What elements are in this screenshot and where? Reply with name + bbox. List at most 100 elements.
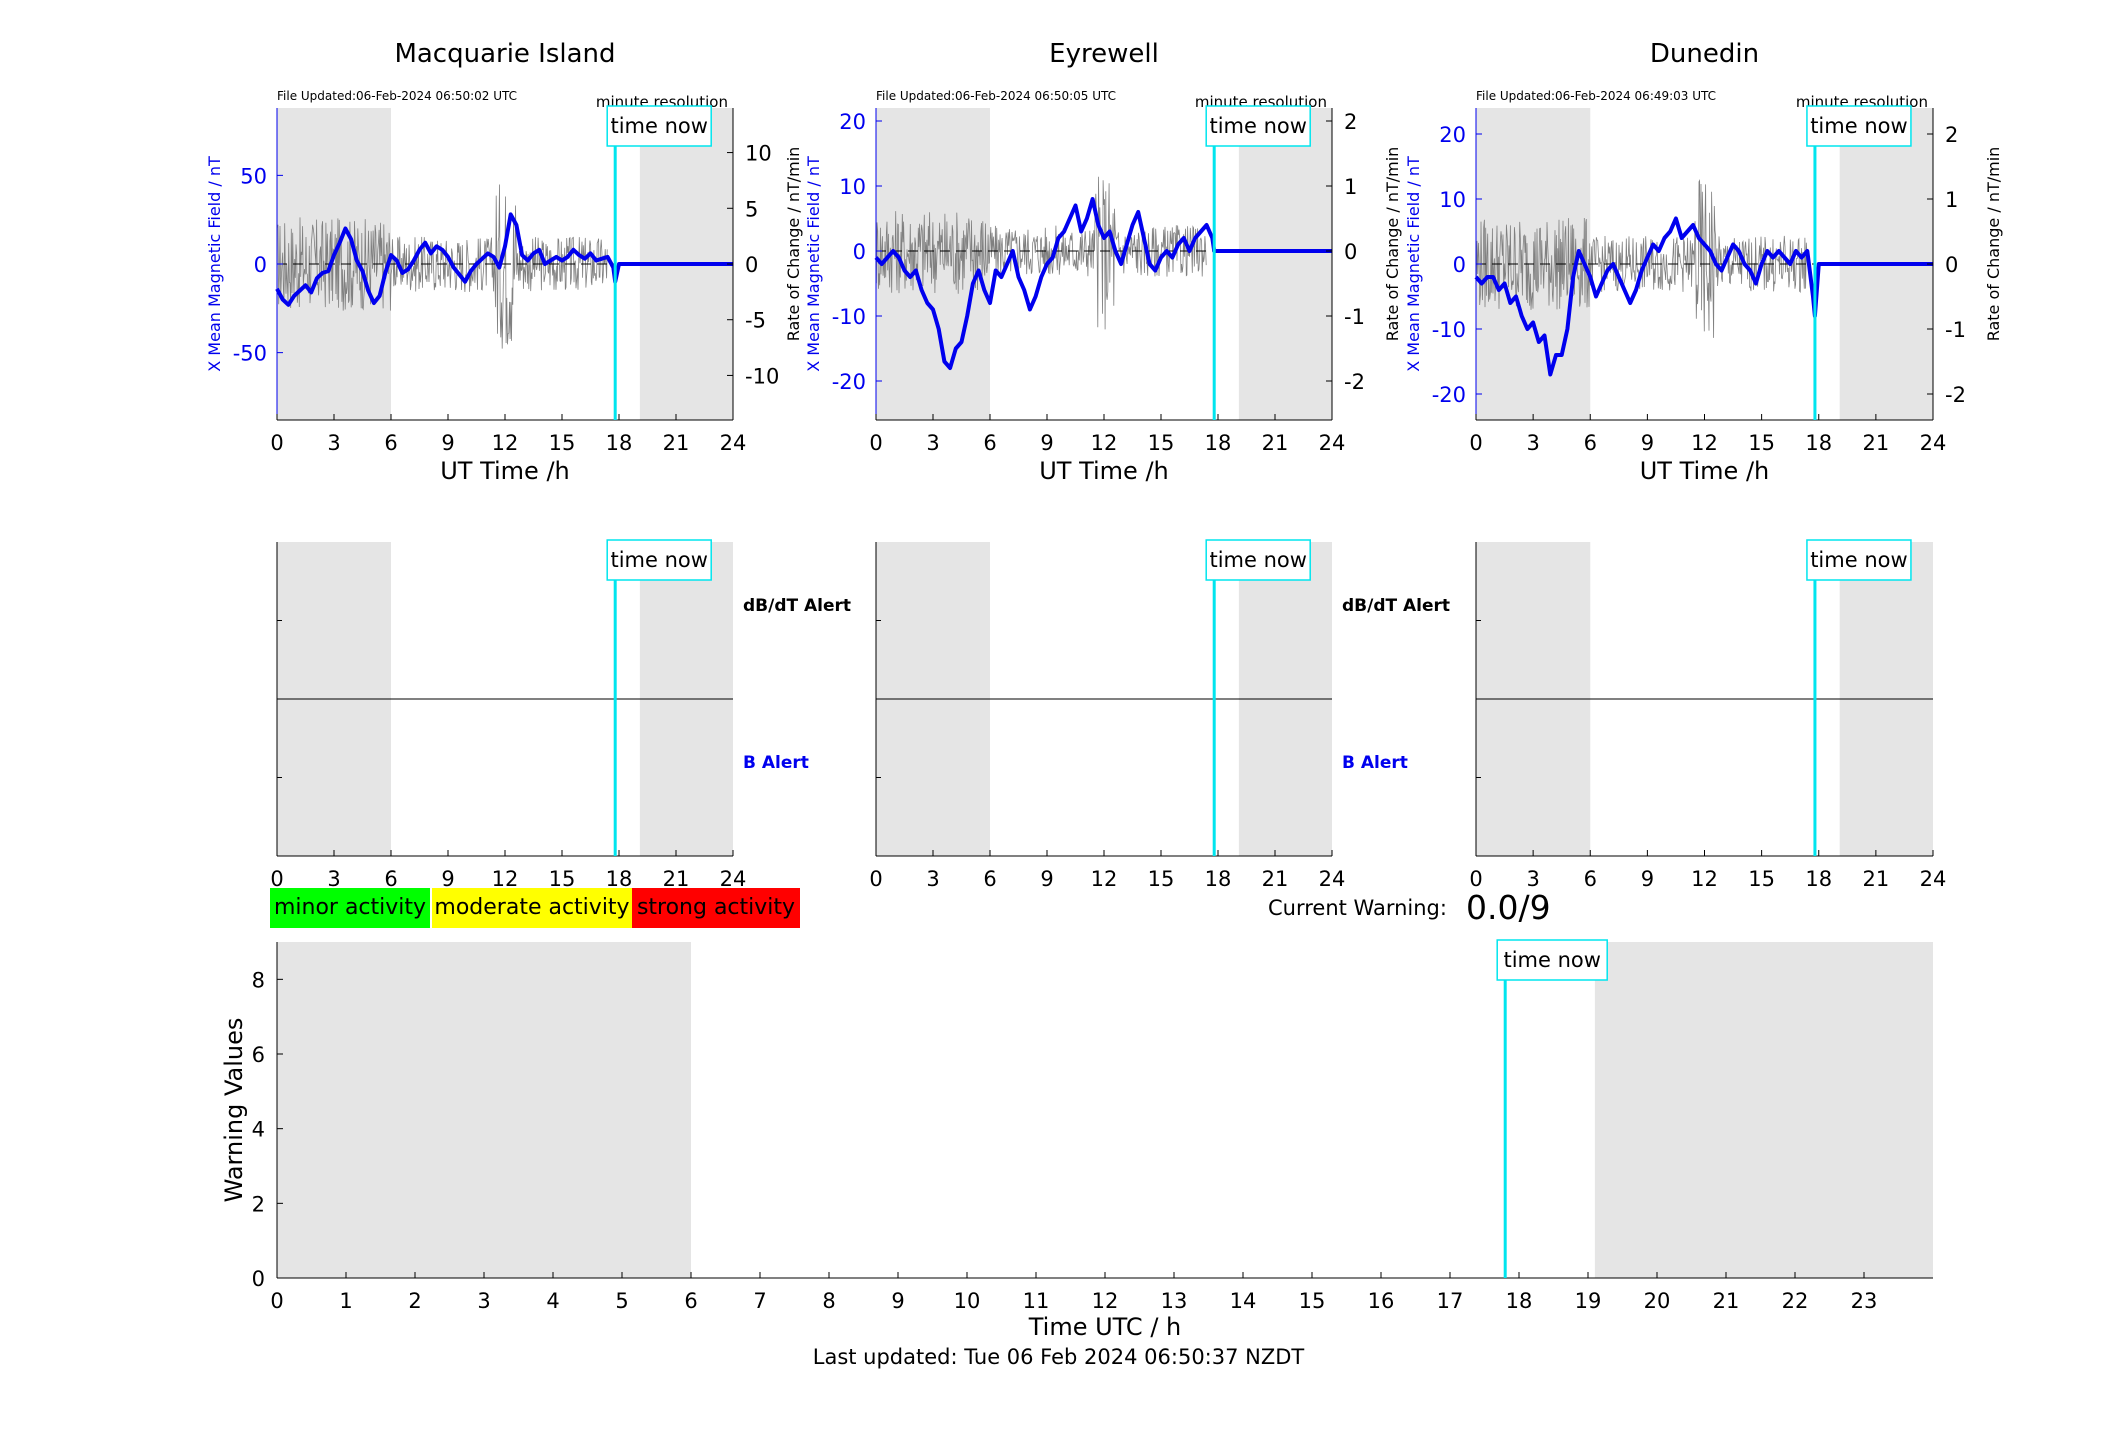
alert-panel-2-x-tick-label: 21 <box>1262 867 1289 891</box>
alert-panel-1-b-alert-label: B Alert <box>743 753 809 773</box>
magnetic-panel-1-magnetic-line <box>275 212 733 307</box>
alert-panel-3-x-tick-label: 21 <box>1863 867 1890 891</box>
magnetic-panel-1-x-tick-label: 15 <box>549 431 576 455</box>
alert-panel-2-x-tick-label: 0 <box>869 867 882 891</box>
magnetic-panel-3-y2-axis-label: Rate of Change / nT/min <box>1984 147 2003 342</box>
alert-panel-3-x-tick-label: 6 <box>1584 867 1597 891</box>
warning-panel-time-now-label: time now <box>1503 948 1600 972</box>
alert-panel-3-x-tick-label: 24 <box>1920 867 1947 891</box>
magnetic-panel-1-x-tick-label: 12 <box>492 431 519 455</box>
magnetic-panel-3-x-tick-label: 0 <box>1469 431 1482 455</box>
magnetic-panel-3-time-now-box <box>1806 105 1912 147</box>
alert-panel-1-x-tick-label: 21 <box>663 867 690 891</box>
magnetic-panel-3-y2-tick-label: 2 <box>1945 123 1958 147</box>
warning-panel-y-tick-label: 8 <box>252 968 265 992</box>
magnetic-panel-3-x-tick-label: 9 <box>1641 431 1654 455</box>
magnetic-panel-3-x-tick-label: 6 <box>1584 431 1597 455</box>
magnetic-panel-1-x-tick-label: 3 <box>327 431 340 455</box>
magnetic-panel-3-x-tick-label: 18 <box>1805 431 1832 455</box>
warning-panel-x-tick-label: 7 <box>753 1289 766 1313</box>
magnetic-panel-3-magnetic-line <box>1474 216 1933 377</box>
magnetic-panel-2-y-axis-label: X Mean Magnetic Field / nT <box>804 156 823 372</box>
alert-panel-2-x-tick-label: 24 <box>1319 867 1346 891</box>
warning-panel-x-tick-label: 20 <box>1644 1289 1671 1313</box>
magnetic-panel-1-x-tick-label: 21 <box>663 431 690 455</box>
magnetic-panel-2-x-tick-label: 9 <box>1040 431 1053 455</box>
magnetic-panel-3-y2-tick-label: -2 <box>1945 383 1966 407</box>
magnetic-panel-1-y2-tick-label: -10 <box>745 364 779 388</box>
alert-panel-3: 0 3 6 9 12 15 18 21 24 time now <box>1469 539 1947 891</box>
warning-panel-x-tick-label: 13 <box>1161 1289 1188 1313</box>
magnetic-panel-2-x-axis-label: UT Time /h <box>1039 457 1169 485</box>
magnetic-panel-2-title: Eyrewell <box>1049 39 1159 69</box>
magnetic-panel-2-y2-axis-label: Rate of Change / nT/min <box>1383 147 1402 342</box>
magnetic-panel-2-y-tick-label: -10 <box>832 305 866 329</box>
alert-panel-2-b-alert-label: B Alert <box>1342 753 1408 773</box>
alert-panel-3-time-now-label: time now <box>1810 548 1907 572</box>
warning-panel-x-tick-label: 0 <box>270 1289 283 1313</box>
magnetic-panel-2-y2-tick-label: 0 <box>1344 240 1357 264</box>
alert-panel-2-time-now-box <box>1205 539 1311 581</box>
magnetic-panel-3-x-axis-label: UT Time /h <box>1640 457 1770 485</box>
alert-panel-2-dbdt-alert-label: dB/dT Alert <box>1342 596 1450 616</box>
alert-panel-1-x-tick-label: 9 <box>441 867 454 891</box>
warning-panel-x-tick-label: 15 <box>1299 1289 1326 1313</box>
magnetic-panel-2-y2-tick-label: -1 <box>1344 305 1365 329</box>
alert-panel-1-x-tick-label: 6 <box>384 867 397 891</box>
magnetic-panel-1: Macquarie Island File Updated:06-Feb-2024… <box>205 39 803 485</box>
magnetic-panel-1-y-tick-label: -50 <box>233 342 267 366</box>
current-warning-label: Current Warning: <box>1268 896 1447 920</box>
warning-panel-x-tick-label: 18 <box>1506 1289 1533 1313</box>
warning-panel-x-axis-label: Time UTC / h <box>1028 1313 1182 1341</box>
magnetic-panel-1-file-updated: File Updated:06-Feb-2024 06:50:02 UTC <box>277 89 517 103</box>
magnetic-panel-1-y2-tick-label: -5 <box>745 309 766 333</box>
alert-panel-2: dB/dT Alert B Alert 0 3 6 9 12 15 18 21 24 time now <box>869 539 1450 891</box>
magnetic-panel-3-file-updated: File Updated:06-Feb-2024 06:49:03 UTC <box>1476 89 1716 103</box>
warning-panel-x-tick-label: 22 <box>1782 1289 1809 1313</box>
magnetic-panel-2-x-tick-label: 18 <box>1205 431 1232 455</box>
magnetic-panel-3-y2-tick-label: -1 <box>1945 318 1966 342</box>
magnetic-panel-1-y2-axis-label: Rate of Change / nT/min <box>784 147 803 342</box>
alert-panel-3-x-tick-label: 3 <box>1526 867 1539 891</box>
alert-panel-1-x-tick-label: 24 <box>720 867 747 891</box>
magnetic-panel-3-x-tick-label: 24 <box>1920 431 1947 455</box>
magnetic-panel-1-y-tick-label: 0 <box>254 253 267 277</box>
magnetic-panel-3-x-tick-label: 12 <box>1691 431 1718 455</box>
warning-panel-x-tick-label: 8 <box>822 1289 835 1313</box>
magnetic-panel-1-x-tick-label: 6 <box>384 431 397 455</box>
warning-panel-x-tick-label: 1 <box>339 1289 352 1313</box>
magnetic-panel-2-x-tick-label: 3 <box>926 431 939 455</box>
warning-panel-night-shade-1 <box>1594 942 1933 1278</box>
alert-panel-2-x-tick-label: 9 <box>1040 867 1053 891</box>
magnetic-panel-3-rate-line <box>1476 179 1808 338</box>
magnetic-panel-1-y-axis-label: X Mean Magnetic Field / nT <box>205 156 224 372</box>
magnetic-panel-3: Dunedin File Updated:06-Feb-2024 06:49:03… <box>1404 39 2003 485</box>
magnetic-panel-1-time-now-box <box>606 105 712 147</box>
magnetic-panel-3-x-tick-label: 15 <box>1748 431 1775 455</box>
alert-panel-1-x-tick-label: 0 <box>270 867 283 891</box>
magnetic-panel-3-title: Dunedin <box>1650 39 1759 69</box>
last-updated-footer: Last updated: Tue 06 Feb 2024 06:50:37 N… <box>812 1345 1305 1369</box>
warning-panel-night-shade-0 <box>277 942 691 1278</box>
warning-panel-x-tick-label: 16 <box>1368 1289 1395 1313</box>
legend-moderate-activity: moderate activity <box>432 888 632 928</box>
alert-panel-3-x-tick-label: 12 <box>1691 867 1718 891</box>
warning-panel-y-tick-label: 0 <box>252 1267 265 1291</box>
alert-panel-3-x-tick-label: 0 <box>1469 867 1482 891</box>
magnetic-panel-2-x-tick-label: 6 <box>983 431 996 455</box>
magnetic-panel-1-x-tick-label: 24 <box>720 431 747 455</box>
warning-panel-x-tick-label: 5 <box>615 1289 628 1313</box>
warning-panel-x-tick-label: 12 <box>1092 1289 1119 1313</box>
magnetic-panel-2-y-tick-label: 20 <box>839 110 866 134</box>
magnetic-panel-1-x-tick-label: 9 <box>441 431 454 455</box>
current-warning-value: 0.0/9 <box>1466 888 1551 927</box>
magnetic-panel-2-y2-tick-label: 2 <box>1344 110 1357 134</box>
magnetic-panel-2-file-updated: File Updated:06-Feb-2024 06:50:05 UTC <box>876 89 1116 103</box>
magnetic-panel-1-y2-tick-label: 10 <box>745 142 772 166</box>
magnetic-panel-2-y-tick-label: 0 <box>853 240 866 264</box>
magnetic-panel-1-y2-tick-label: 0 <box>745 253 758 277</box>
warning-panel-x-tick-label: 4 <box>546 1289 559 1313</box>
magnetic-panel-1-x-axis-label: UT Time /h <box>440 457 570 485</box>
magnetic-panel-3-y2-tick-label: 1 <box>1945 188 1958 212</box>
